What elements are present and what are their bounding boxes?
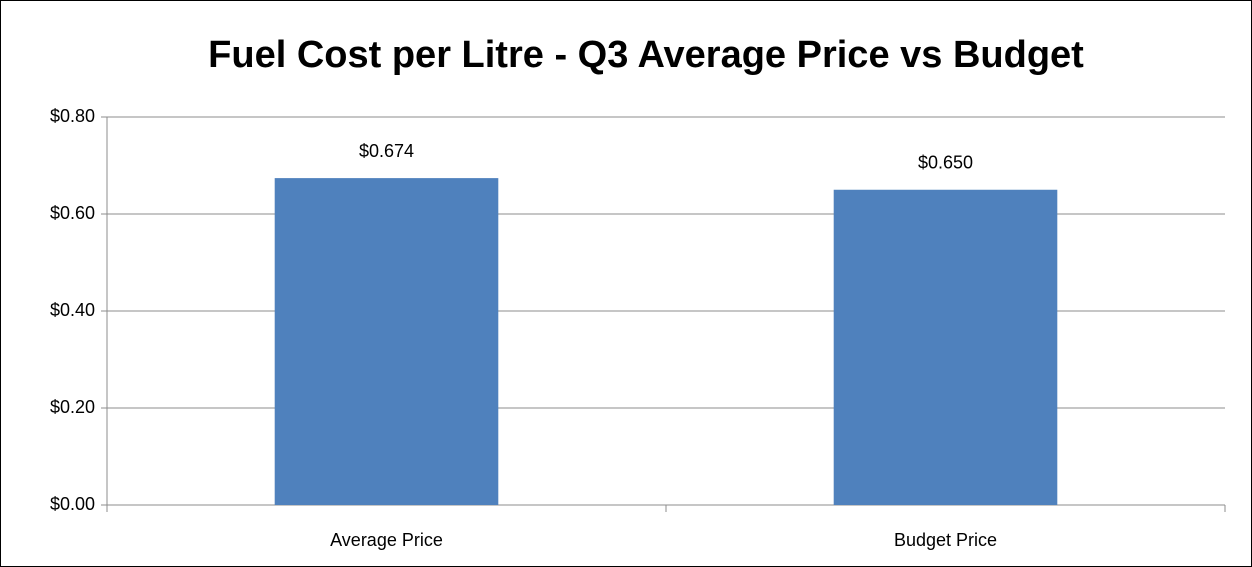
x-tick-label: Budget Price <box>894 530 997 550</box>
chart-title: Fuel Cost per Litre - Q3 Average Price v… <box>208 34 1084 76</box>
bar <box>833 189 1058 505</box>
y-tick-label: $0.60 <box>50 203 95 223</box>
data-label: $0.650 <box>918 153 973 173</box>
x-tick-label: Average Price <box>330 530 443 550</box>
y-tick-label: $0.20 <box>50 397 95 417</box>
data-label: $0.674 <box>359 141 414 161</box>
bar <box>274 178 499 506</box>
y-tick-label: $0.00 <box>50 494 95 514</box>
y-tick-label: $0.80 <box>50 106 95 126</box>
y-tick-label: $0.40 <box>50 300 95 320</box>
